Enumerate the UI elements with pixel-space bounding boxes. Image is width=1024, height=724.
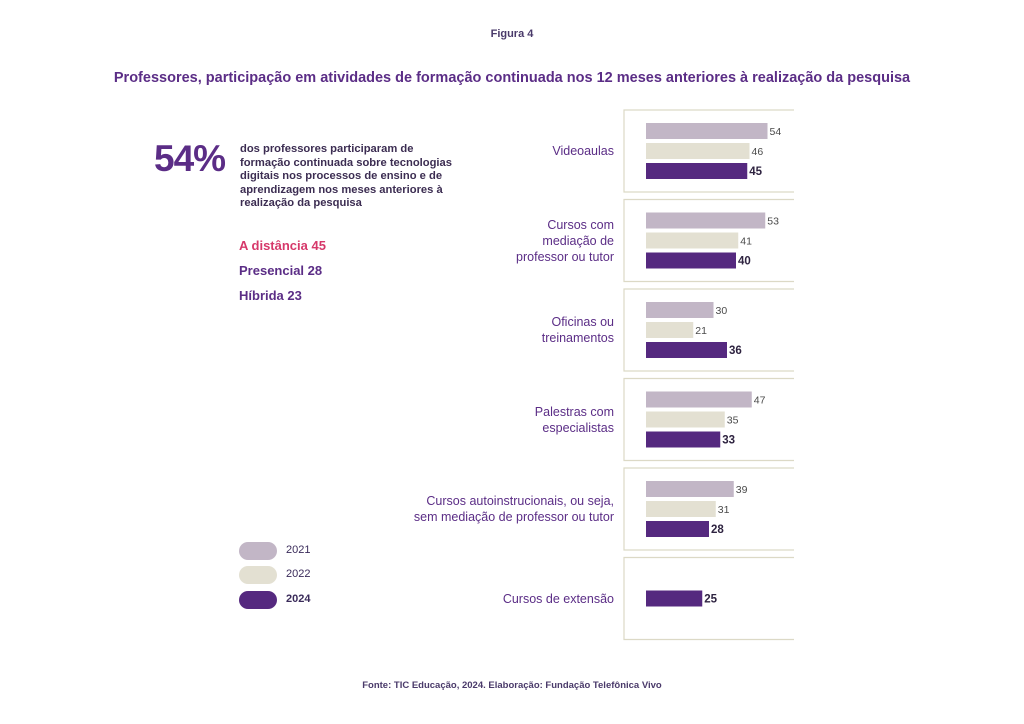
panel-frame [623,467,794,551]
category-label: Cursos de extensão [502,591,614,606]
data-label-2022: 41 [740,236,752,248]
bar-2022 [646,232,739,249]
category-label: Cursos com mediação de professor ou tutor [516,217,614,264]
panel-frame [623,109,794,193]
bar-2021 [646,212,766,229]
data-label-2024: 33 [722,435,735,447]
data-label-2024: 40 [738,256,751,268]
data-label-2024: 36 [729,345,742,357]
chart-title: Professores, participação em atividades … [113,70,911,86]
highlight-description: dos professores participaram de formação… [240,143,452,209]
data-label-2022: 35 [727,415,739,427]
data-label-2024: 45 [749,166,762,178]
bar-2021 [646,302,714,318]
data-label-2021: 54 [770,126,782,138]
bar-2022 [646,411,725,428]
category-label: Videoaulas [552,144,614,158]
data-label-2024: 28 [711,524,724,536]
category-label: Oficinas ou treinamentos [541,315,614,345]
bar-2024 [646,590,703,607]
modality-in-person: Presencial 28 [239,263,323,278]
figure-label: Figura 4 [490,28,534,40]
panel-frame [623,377,794,462]
bar-2024 [646,342,727,358]
panel-frame [623,556,794,641]
data-label-2021: 47 [754,395,766,407]
bar-2021 [646,481,734,497]
bar-2022 [646,143,750,159]
data-label-2021: 53 [767,216,779,228]
legend-label-2022: 2022 [286,568,311,580]
data-label-2022: 21 [695,325,707,337]
bar-2024 [646,163,748,179]
highlight-value: 54% [154,138,226,179]
bar-2022 [646,322,694,338]
bar-2022 [646,501,716,517]
modality-hybrid: Híbrida 23 [239,288,302,303]
legend-swatch-2024 [239,591,277,609]
legend-label-2021: 2021 [286,544,311,556]
panel-frame [623,288,794,372]
data-label-2021: 39 [736,484,748,496]
modality-distance: A distância 45 [239,238,326,253]
source-note: Fonte: TIC Educação, 2024. Elaboração: F… [362,680,662,691]
bar-2021 [646,123,768,139]
category-label: Palestras com especialistas [534,404,614,435]
data-label-2022: 46 [752,146,764,158]
bar-2024 [646,431,721,448]
category-label: Cursos autoinstrucionais, ou seja, sem me… [413,494,614,524]
legend-label-2024: 2024 [286,593,311,605]
data-label-2021: 30 [716,305,728,317]
panel-frame [623,198,794,283]
bar-2021 [646,391,752,408]
legend-swatch-2021 [239,542,277,560]
bar-2024 [646,521,709,537]
data-label-2024: 25 [704,594,717,606]
data-label-2022: 31 [718,504,730,516]
bar-2024 [646,252,736,269]
legend-swatch-2022 [239,566,277,584]
